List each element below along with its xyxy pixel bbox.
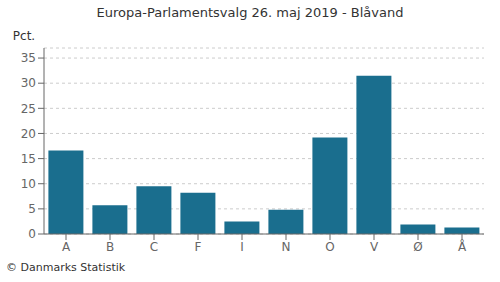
svg-text:10: 10 — [21, 177, 36, 191]
svg-text:5: 5 — [28, 202, 36, 216]
svg-text:N: N — [282, 240, 291, 254]
svg-text:15: 15 — [21, 152, 36, 166]
svg-text:20: 20 — [21, 127, 36, 141]
svg-text:F: F — [195, 240, 202, 254]
html-text:Europa-Parlamentsvalg 26. maj: Europa-Parlamentsvalg 26. maj 2019 - Blå… — [96, 5, 404, 20]
svg-text:A: A — [62, 240, 71, 254]
svg-text:B: B — [106, 240, 114, 254]
svg-text:30: 30 — [21, 76, 36, 90]
svg-text:Pct.: Pct. — [13, 29, 35, 43]
svg-text:25: 25 — [21, 102, 36, 116]
svg-text:I: I — [240, 240, 244, 254]
svg-text:O: O — [325, 240, 334, 254]
html-text:© Danmarks Statistik: © Danmarks Statistik — [6, 261, 126, 274]
svg-text:C: C — [150, 240, 158, 254]
svg-text:V: V — [370, 240, 379, 254]
svg-text:0: 0 — [28, 227, 36, 241]
svg-text:Å: Å — [458, 239, 467, 254]
svg-text:35: 35 — [21, 51, 36, 65]
svg-text:Ø: Ø — [413, 240, 422, 254]
